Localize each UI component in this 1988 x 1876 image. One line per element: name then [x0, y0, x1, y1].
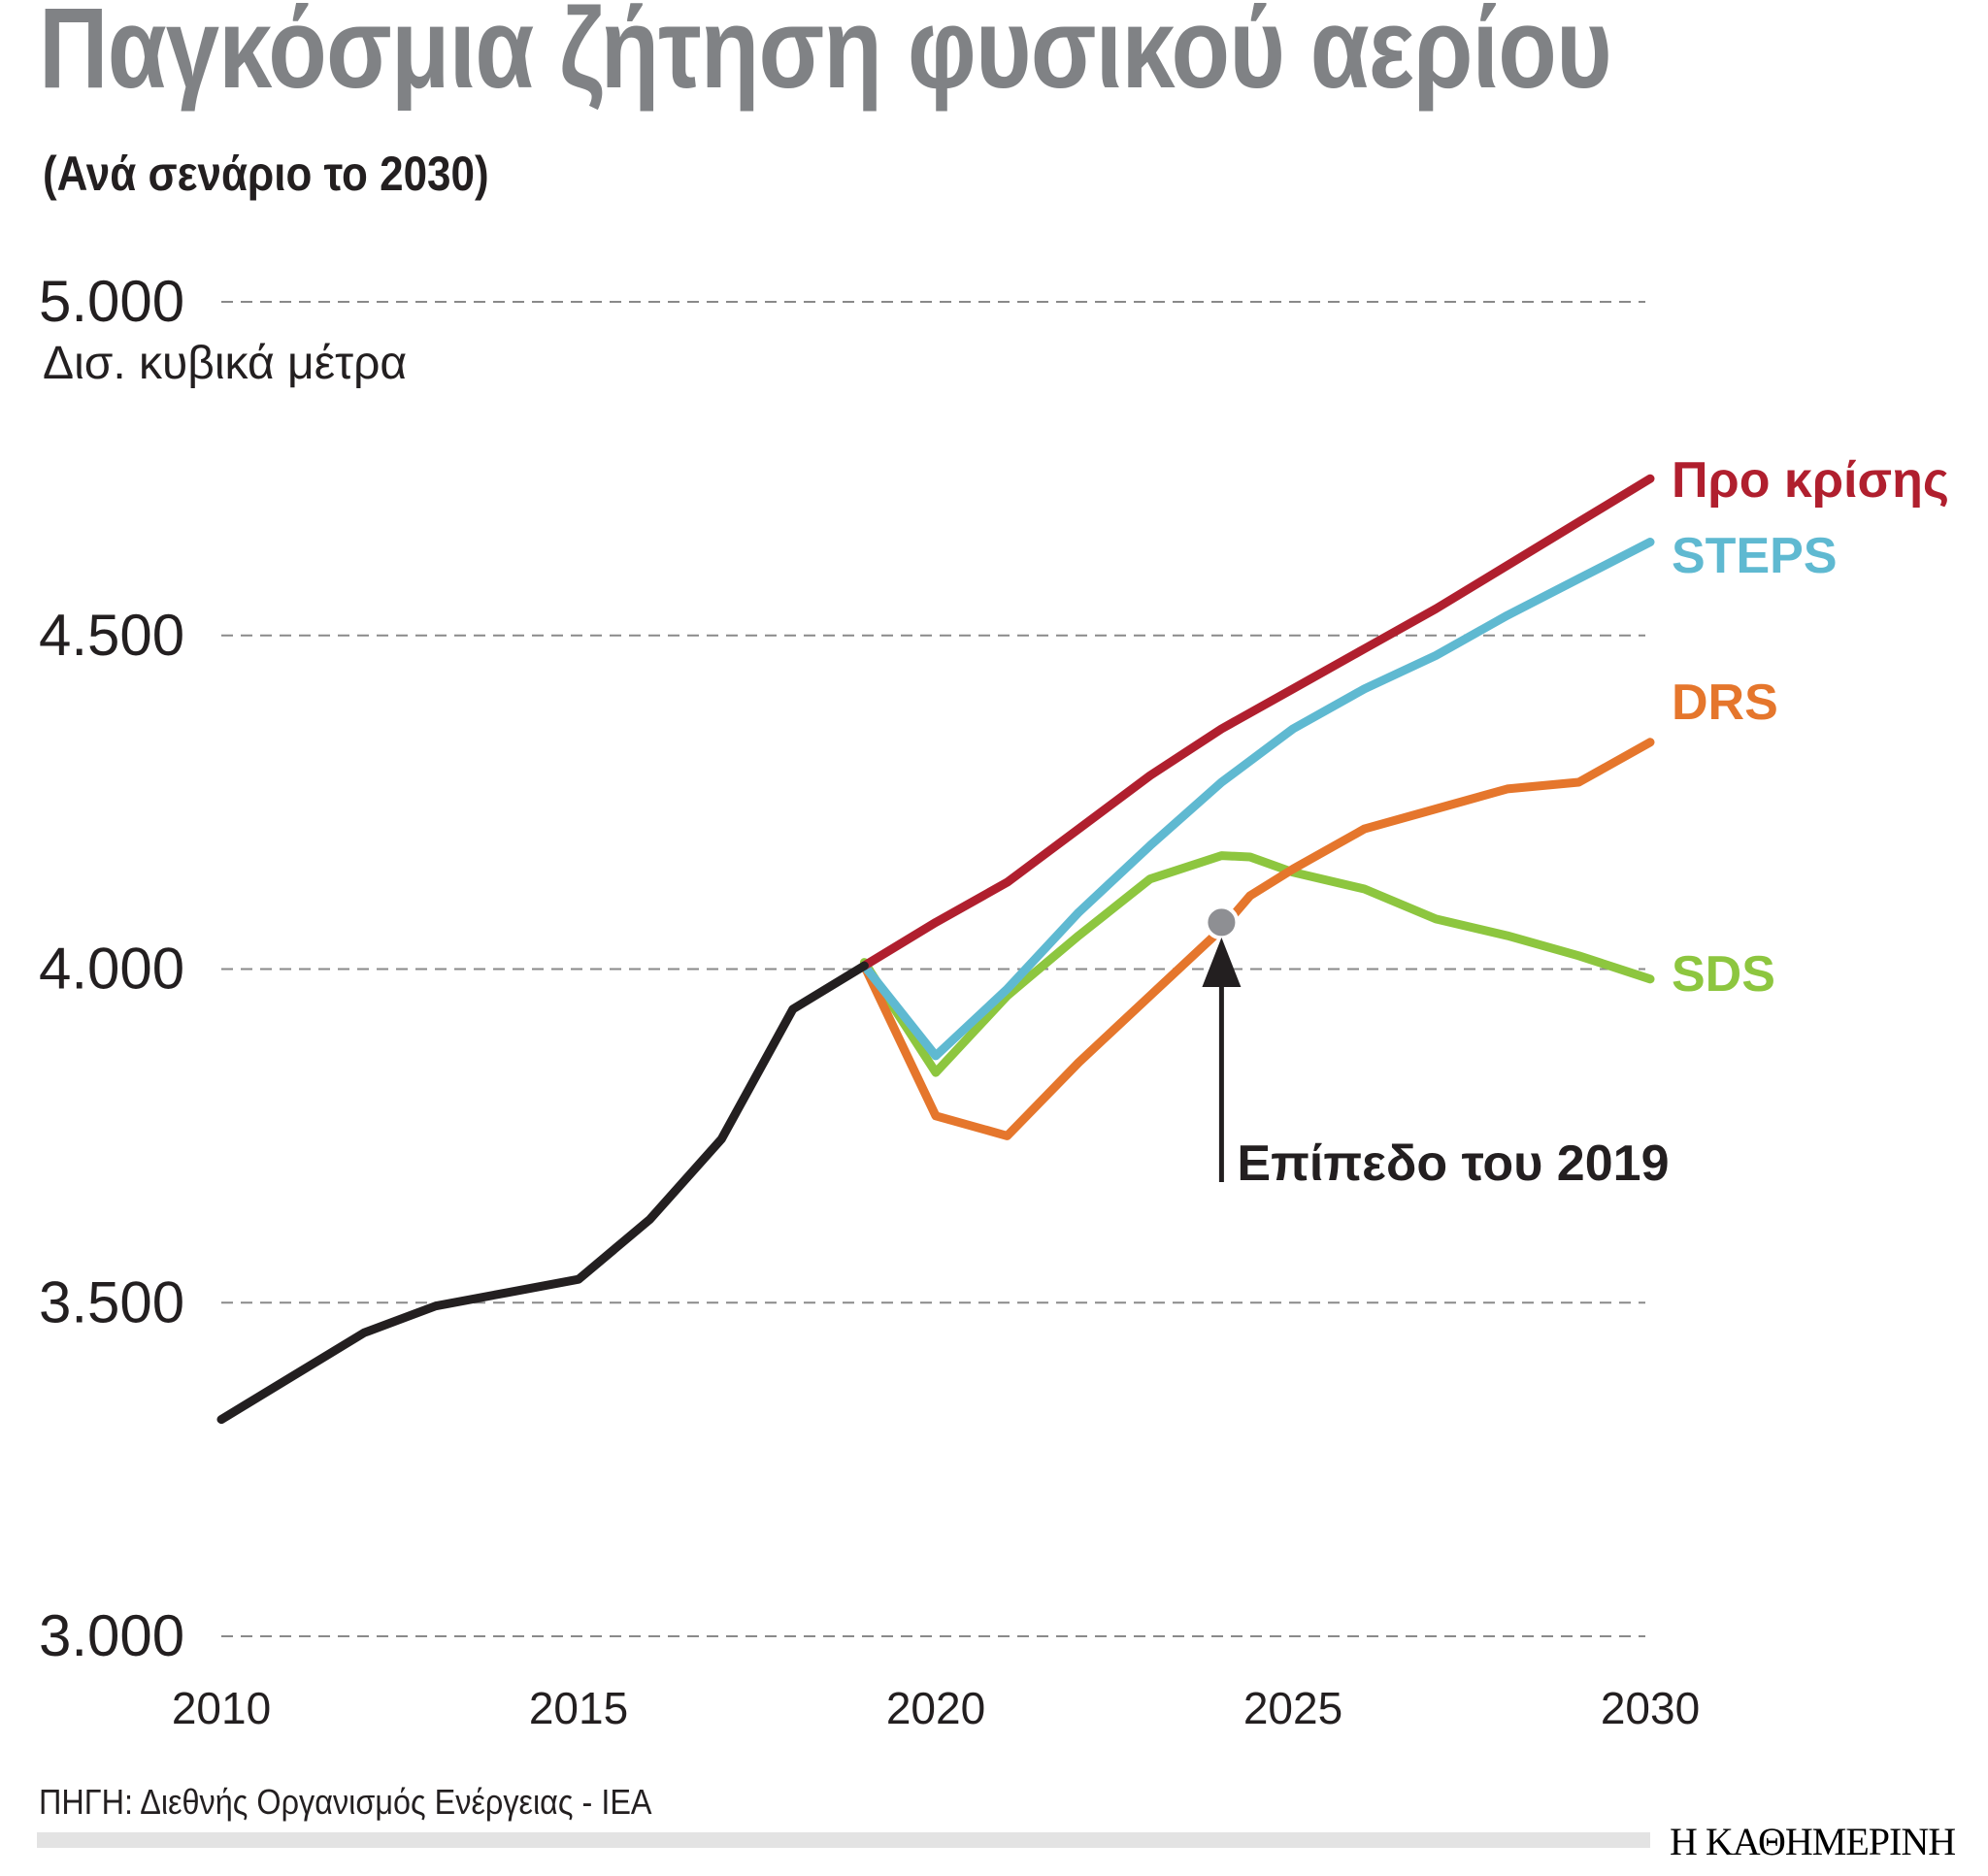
source-note: ΠΗΓΗ: Διεθνής Οργανισμός Ενέργειας - IEA: [39, 1782, 652, 1822]
y-tick-label: 3.000: [39, 1603, 184, 1668]
gridlines: [221, 301, 1645, 1637]
series-label: DRS: [1672, 675, 1778, 731]
series-label: Προ κρίσης: [1672, 452, 1949, 509]
chart-subtitle: (Ανά σενάριο το 2030): [43, 147, 489, 201]
x-tick-label: 2030: [1601, 1683, 1700, 1733]
annotation-2019-level: Επίπεδο του 2019: [1202, 905, 1670, 1192]
series-line-sds: [859, 851, 1655, 1077]
series-line-drs: [859, 738, 1655, 1140]
x-tick-label: 2020: [886, 1683, 985, 1733]
footer-divider: [37, 1832, 1650, 1848]
series-label: STEPS: [1672, 528, 1838, 584]
y-tick-label: 4.500: [39, 603, 184, 668]
series-line-historical: [216, 961, 869, 1425]
y-tick-label: 4.000: [39, 937, 184, 1002]
publisher-logo: Η ΚΑΘΗΜΕΡΙΝΗ: [1670, 1820, 1956, 1863]
series-line-προ-κρίσης: [859, 474, 1655, 971]
y-axis-ticks: 3.000 3.500 4.000 4.500 5.000: [39, 269, 184, 1668]
annotation-text: Επίπεδο του 2019: [1237, 1135, 1669, 1192]
x-axis-ticks: 2010 2015 2020 2025 2030: [172, 1683, 1700, 1733]
series-line-steps: [859, 538, 1655, 1061]
series-lines: [216, 474, 1655, 1425]
y-tick-label: 5.000: [39, 269, 184, 334]
series-label: SDS: [1672, 946, 1775, 1003]
y-tick-label: 3.500: [39, 1269, 184, 1334]
chart-title: Παγκόσμια ζήτηση φυσικού αερίου: [39, 0, 1612, 113]
series-labels: Προ κρίσης STEPS DRS SDS: [1672, 452, 1949, 1003]
annotation-arrow-head: [1202, 938, 1242, 987]
x-tick-label: 2010: [172, 1683, 271, 1733]
x-tick-label: 2025: [1243, 1683, 1342, 1733]
x-tick-label: 2015: [529, 1683, 628, 1733]
level-2019-marker: [1204, 905, 1240, 940]
y-axis-unit-label: Δισ. κυβικά μέτρα: [43, 338, 407, 389]
